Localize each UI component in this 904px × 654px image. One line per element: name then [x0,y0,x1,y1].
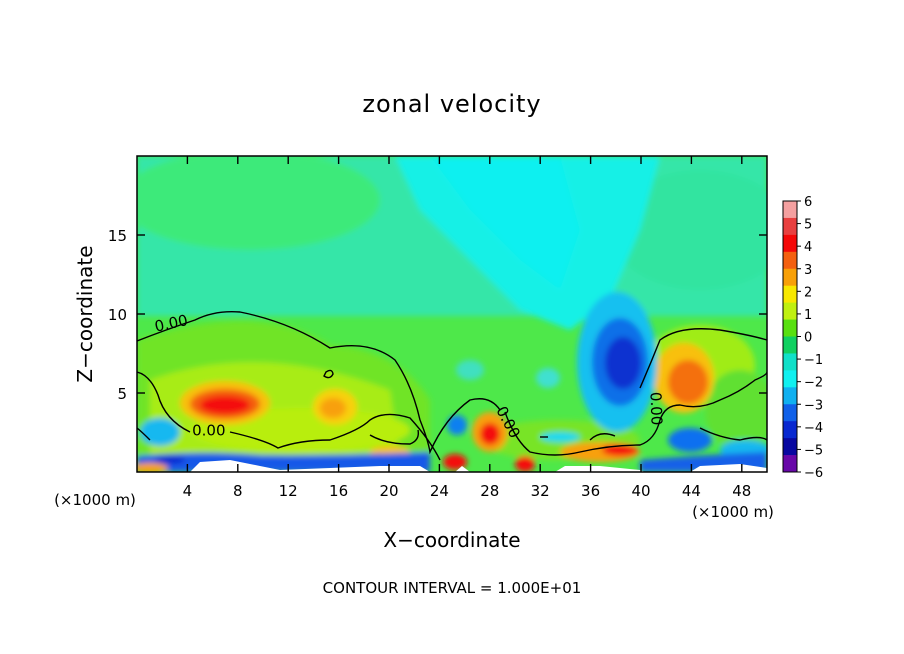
x-tick-label: 20 [379,482,398,500]
x-tick-label: 36 [581,482,600,500]
x-axis-label: X−coordinate [383,528,520,552]
colorbar-tick-label: 6 [804,195,812,210]
colorbar-tick-label: −4 [804,421,823,436]
y-axis-label: Z−coordinate [73,245,97,382]
zero-contours [137,310,767,461]
colorbar-segment [783,353,797,371]
contour-label: 0.00 [192,422,225,440]
x-tick-label: 28 [480,482,499,500]
colorbar-segment [783,285,797,304]
x-tick-label: 48 [732,482,751,500]
x-unit-left: (×1000 m) [54,491,136,509]
x-tick-label: 24 [430,482,449,500]
y-axis: 5 10 15 [108,227,767,403]
x-tick-label: 8 [233,482,243,500]
colorbar-segment [783,387,797,405]
y-tick-label: 5 [117,385,127,403]
colorbar-segment [783,234,797,253]
colorbar-segment [783,268,797,287]
chart-title: zonal velocity [362,90,541,118]
terrain-mask-3 [690,464,767,472]
contour-interval-note: CONTOUR INTERVAL = 1.000E+01 [323,579,582,597]
x-tick-label: 12 [279,482,298,500]
colorbar-segment [783,421,797,439]
terrain-mask-4 [455,466,470,472]
colorbar-segment [783,201,797,219]
colorbar-tick-label: 4 [804,240,812,255]
x-tick-label: 16 [329,482,348,500]
plot-area: 0.000.00 0.00 0.00 [137,156,767,472]
x-tick-label: 44 [682,482,701,500]
colorbar-segment [783,370,797,388]
contour-label: 0.00 [646,392,665,426]
colorbar-tick-label: −5 [804,443,823,458]
colorbar-segment [783,319,797,337]
terrain-mask-2 [555,466,645,472]
x-tick-label: 32 [531,482,550,500]
terrain-mask [190,460,430,472]
colorbar-segment [783,336,797,354]
colorbar-tick-label: 0 [804,331,812,346]
colorbar: 6 5 4 3 2 1 0 −1 −2 −3 −4 −5 −6 [782,195,823,481]
y-tick-label: 15 [108,227,127,245]
colorbar-tick-label: −6 [804,466,823,481]
x-axis: 4 8 12 16 20 24 28 32 36 40 44 48 [183,156,751,500]
colorbar-tick-label: 1 [804,308,812,323]
colorbar-tick-label: −1 [804,353,823,368]
colorbar-segment [783,251,797,270]
colorbar-tick-label: −3 [804,398,823,413]
colorbar-segment [783,302,797,320]
x-unit-right: (×1000 m) [692,503,774,521]
colorbar-tick-label: −2 [804,376,823,391]
y-tick-label: 10 [108,306,127,324]
x-tick-label: 40 [631,482,650,500]
colorbar-tick-label: 5 [804,218,812,233]
colorbar-segment [783,455,797,473]
colorbar-tick-label: 2 [804,285,812,300]
colorbar-tick-label: 3 [804,263,812,278]
colorbar-segment [783,438,797,456]
colorbar-segment [783,404,797,422]
colorbar-segment [783,217,797,236]
x-tick-label: 4 [183,482,193,500]
